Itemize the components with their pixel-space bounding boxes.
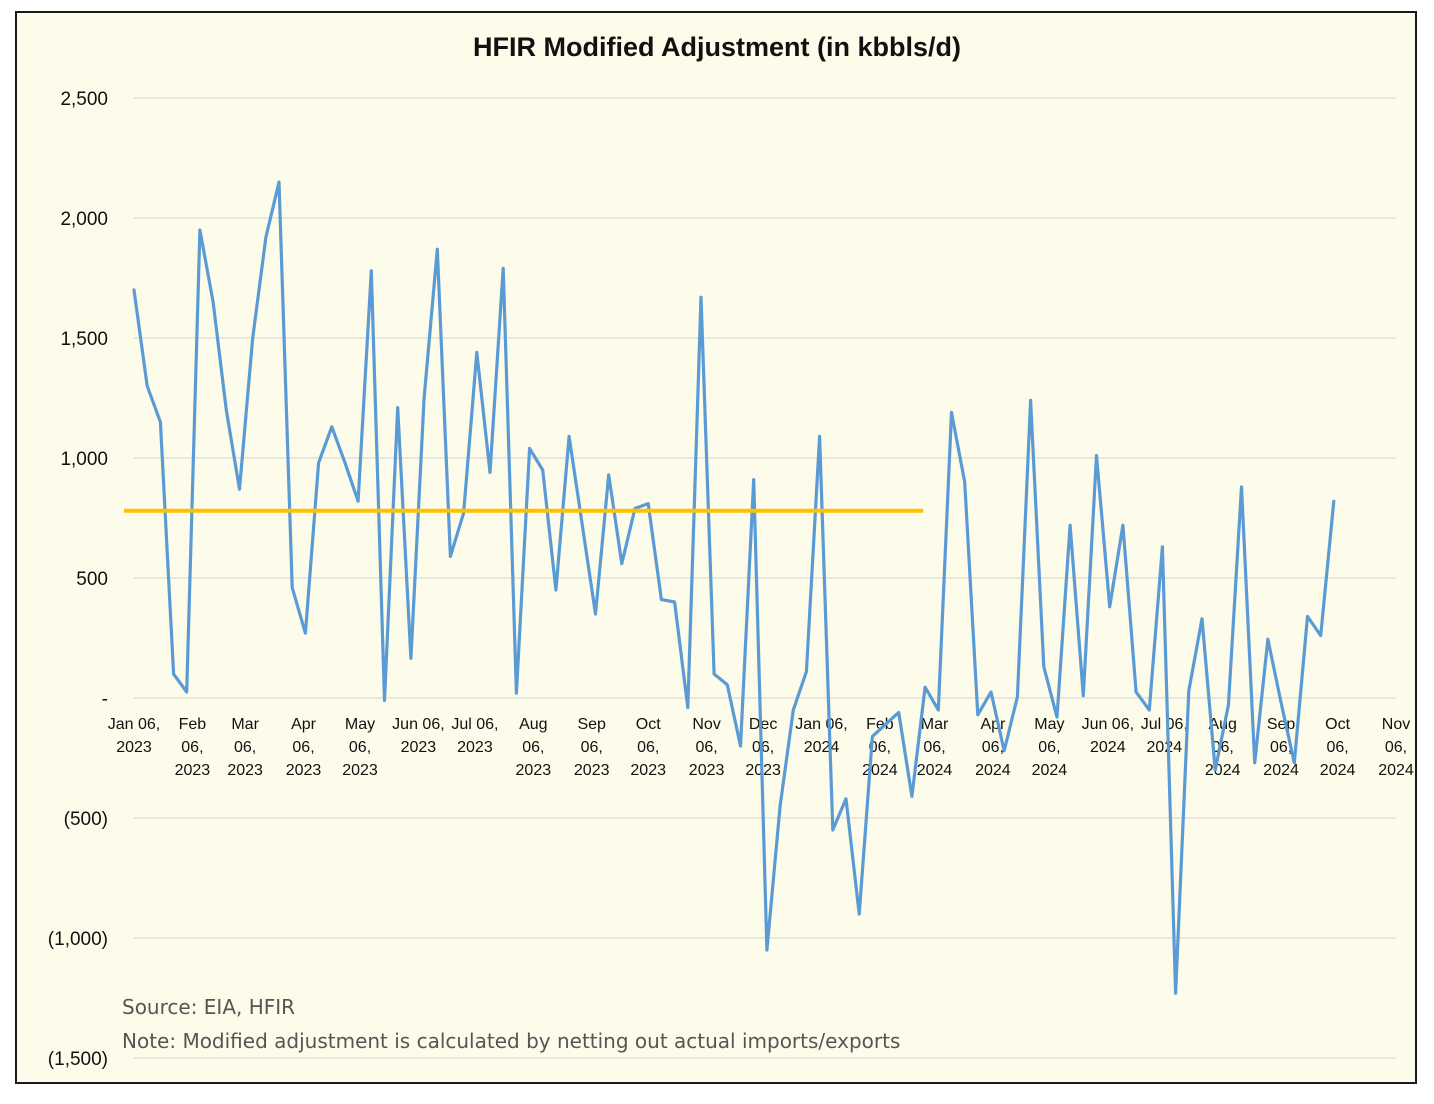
x-tick-label: Jun 06, 2024	[1082, 716, 1134, 756]
y-tick-label: 500	[76, 569, 108, 590]
y-tick-label: 1,000	[60, 449, 108, 470]
y-tick-label: 2,000	[60, 209, 108, 230]
method-note: Note: Modified adjustment is calculated …	[122, 1029, 901, 1053]
x-tick-label: Oct 06, 2023	[630, 716, 666, 779]
x-tick-label: Jun 06, 2023	[392, 716, 444, 756]
x-tick-label: Oct 06, 2024	[1320, 716, 1356, 779]
x-tick-label: Jan 06, 2023	[108, 716, 160, 756]
x-tick-label: Apr 06, 2023	[286, 716, 322, 779]
x-tick-label: May 06, 2023	[342, 716, 378, 779]
y-tick-label: (1,500)	[48, 1049, 108, 1070]
weekly-adjustment-line	[132, 180, 1336, 995]
x-tick-label: Sep 06, 2023	[574, 716, 610, 779]
series-layer	[124, 180, 1336, 995]
chart-title: HFIR Modified Adjustment (in kbbls/d)	[473, 32, 961, 62]
grid-layer	[134, 97, 1396, 1059]
x-tick-label: Mar 06, 2024	[917, 716, 953, 779]
x-tick-label: Jan 06, 2024	[795, 716, 847, 756]
x-tick-label: Jul 06, 2024	[1141, 716, 1188, 756]
x-tick-label: Jul 06, 2023	[451, 716, 498, 756]
source-note: Source: EIA, HFIR	[122, 995, 296, 1019]
x-tick-label: Sep 06, 2024	[1263, 716, 1299, 779]
x-tick-label: Feb 06, 2023	[175, 716, 211, 779]
y-axis: 2,500 2,000 1,500 1,000 500 - (500) (1,000) (1,5…	[48, 89, 108, 1070]
y-tick-label: 1,500	[60, 329, 108, 350]
x-tick-label: Nov 06, 2023	[689, 716, 725, 779]
x-tick-label: Feb 06, 2024	[862, 716, 898, 779]
x-tick-label: Aug 06, 2024	[1205, 716, 1241, 779]
y-tick-label: -	[102, 689, 108, 710]
chart-frame	[15, 11, 1417, 1084]
y-tick-label: 2,500	[60, 89, 108, 110]
x-tick-label: Mar 06, 2023	[227, 716, 263, 779]
x-tick-label: Aug 06, 2023	[516, 716, 552, 779]
y-tick-label: (1,000)	[48, 929, 108, 950]
x-tick-label: May 06, 2024	[1032, 716, 1068, 779]
y-tick-label: (500)	[64, 809, 108, 830]
x-tick-label: Nov 06, 2024	[1378, 716, 1414, 779]
